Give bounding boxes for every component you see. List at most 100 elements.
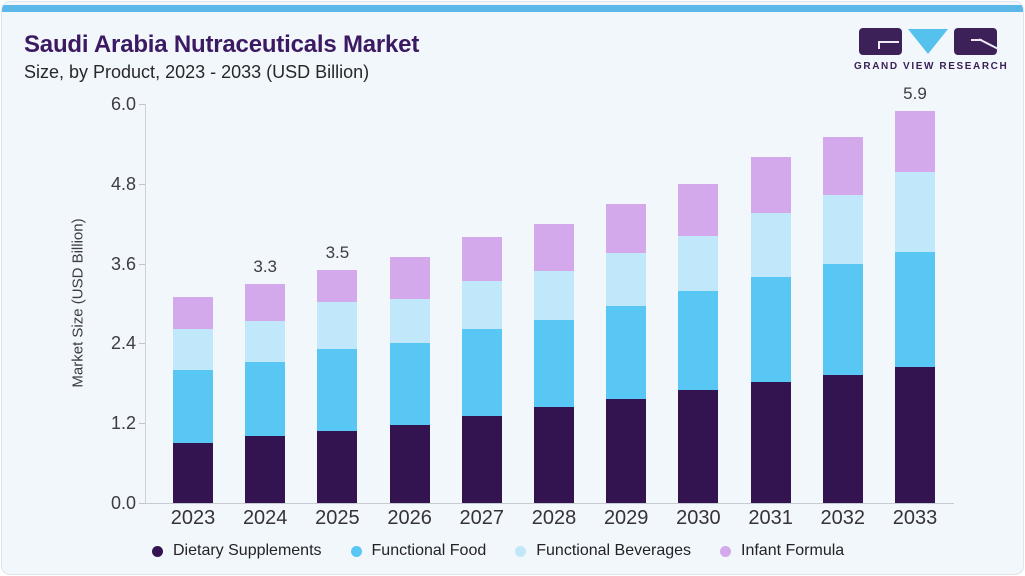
bar-segment-infant-formula [606, 203, 647, 253]
legend-dot-icon [152, 545, 163, 557]
x-tick-label: 2033 [892, 507, 938, 529]
bar-segment-infant-formula [389, 256, 430, 299]
legend-label: Infant Formula [741, 542, 845, 559]
y-tick-mark [139, 183, 145, 185]
x-tick-label: 2026 [387, 507, 432, 529]
bar-value-label: 3.3 [253, 256, 277, 276]
bar-segment-infant-formula [317, 270, 358, 302]
bar-segment-functional-food [317, 348, 358, 432]
bar-segment-infant-formula [461, 237, 502, 281]
legend-item-functional-beverages: Functional Beverages [515, 542, 691, 560]
bar-segment-functional-beverages [534, 270, 574, 321]
bar-segment-dietary-supplements [173, 443, 213, 503]
bar-segment-functional-beverages [245, 321, 286, 362]
bar-segment-functional-food [534, 320, 574, 408]
bar-2031 [750, 157, 791, 503]
logo-v-triangle-icon [908, 29, 948, 54]
legend-label: Functional Beverages [536, 542, 692, 559]
bar-segment-functional-beverages [750, 213, 791, 277]
bar-segment-infant-formula [173, 296, 213, 330]
y-axis-title: Market Size (USD Billion) [69, 218, 87, 388]
bar-segment-functional-beverages [822, 195, 863, 265]
bar-2027 [461, 237, 502, 503]
bar-segment-infant-formula [750, 157, 791, 214]
bar-segment-infant-formula [245, 283, 286, 322]
bar-value-label: 5.9 [903, 83, 927, 103]
y-axis-line [145, 104, 146, 503]
y-tick-label: 4.8 [110, 173, 136, 194]
bar-segment-functional-beverages [173, 329, 213, 370]
legend-item-dietary-supplements: Dietary Supplements [152, 542, 322, 560]
legend-item-functional-food: Functional Food [350, 542, 487, 560]
bar-segment-functional-beverages [895, 172, 935, 253]
y-tick-label: 2.4 [110, 333, 136, 354]
x-tick-label: 2032 [820, 507, 866, 529]
bar-2025 [317, 270, 358, 503]
bar-segment-dietary-supplements [245, 436, 286, 503]
bar-segment-dietary-supplements [534, 407, 574, 503]
bar-segment-infant-formula [534, 223, 574, 271]
bar-segment-functional-food [678, 290, 719, 390]
bar-segment-infant-formula [822, 137, 863, 196]
bar-segment-functional-beverages [606, 252, 647, 307]
logo-wordmark: GRAND VIEW RESEARCH [854, 61, 1009, 72]
x-tick-label: 2024 [242, 507, 288, 529]
bar-segment-functional-beverages [678, 236, 719, 291]
bar-segment-dietary-supplements [822, 375, 863, 503]
y-tick-mark [139, 423, 145, 425]
bar-2024 [245, 283, 286, 503]
x-tick-label: 2027 [459, 507, 505, 529]
bar-2028 [534, 223, 574, 503]
y-tick-label: 3.6 [110, 253, 136, 274]
bar-segment-dietary-supplements [606, 399, 647, 503]
chart-legend: Dietary Supplements Functional Food Functi… [152, 542, 844, 560]
x-tick-label: 2029 [603, 507, 649, 529]
bar-segment-functional-food [461, 328, 502, 416]
bar-segment-functional-beverages [317, 301, 358, 349]
x-tick-label: 2030 [676, 507, 721, 529]
bar-2029 [606, 203, 647, 503]
x-tick-label: 2028 [531, 507, 577, 529]
y-tick-mark [139, 343, 145, 345]
gvr-logo-marks [854, 28, 1002, 55]
legend-label: Dietary Supplements [173, 542, 322, 559]
y-tick-mark [139, 104, 145, 105]
legend-dot-icon [515, 545, 527, 557]
bar-2032 [822, 137, 863, 503]
bar-segment-dietary-supplements [461, 415, 502, 503]
bar-segment-functional-beverages [389, 298, 430, 344]
bar-segment-infant-formula [678, 183, 719, 237]
gvr-logo: GRAND VIEW RESEARCH [854, 28, 1009, 72]
top-accent-bar [2, 5, 1023, 12]
y-tick-label: 1.2 [110, 413, 136, 434]
bar-2033 [895, 110, 935, 503]
bar-segment-functional-food [750, 276, 791, 382]
page-title: Saudi Arabia Nutraceuticals Market [24, 31, 420, 58]
x-axis-line [141, 503, 954, 504]
bar-segment-dietary-supplements [317, 431, 358, 503]
bar-segment-functional-beverages [461, 280, 502, 329]
legend-label: Functional Food [371, 542, 487, 559]
legend-dot-icon [350, 545, 362, 557]
bar-segment-dietary-supplements [678, 389, 719, 503]
bar-segment-infant-formula [895, 110, 935, 173]
y-tick-mark [139, 263, 145, 265]
logo-r-block-icon [954, 28, 999, 55]
bar-segment-dietary-supplements [895, 367, 935, 503]
y-tick-label: 0.0 [110, 493, 136, 513]
bar-2023 [173, 296, 213, 503]
bar-value-label: 3.5 [325, 243, 350, 263]
y-tick-mark [139, 503, 145, 504]
bar-segment-functional-food [895, 252, 935, 368]
bar-2030 [678, 183, 719, 503]
bar-segment-functional-food [389, 343, 430, 426]
bar-2026 [389, 256, 430, 503]
bar-segment-dietary-supplements [389, 425, 430, 503]
bar-segment-functional-food [822, 264, 863, 376]
x-tick-label: 2031 [748, 507, 793, 529]
page-subtitle: Size, by Product, 2023 - 2033 (USD Billi… [24, 62, 370, 82]
logo-g-block-icon [859, 28, 902, 55]
legend-item-infant-formula: Infant Formula [720, 542, 844, 560]
